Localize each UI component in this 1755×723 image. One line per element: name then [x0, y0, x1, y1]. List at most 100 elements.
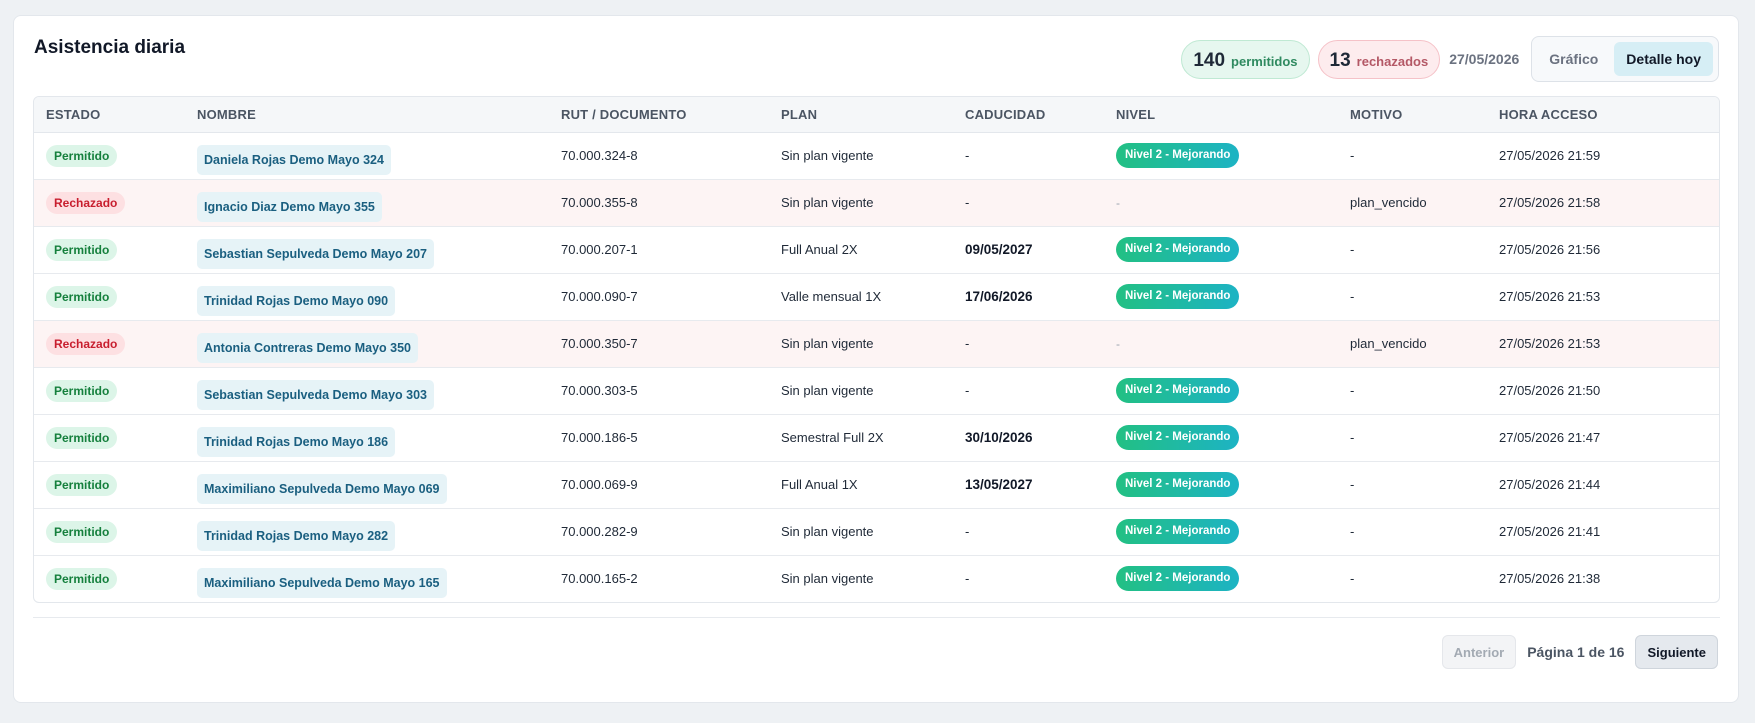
reason-cell: plan_vencido [1350, 336, 1427, 351]
rejected-count: 13 [1329, 49, 1351, 71]
expiry-cell: - [965, 524, 970, 539]
expiry-cell: 13/05/2027 [965, 477, 1033, 492]
rut-cell: 70.000.090-7 [561, 289, 638, 304]
previous-page-button[interactable]: Anterior [1441, 635, 1517, 669]
reason-cell: - [1350, 477, 1355, 492]
column-header: NIVEL [1104, 97, 1338, 133]
table-row[interactable]: Rechazado Antonia Contreras Demo Mayo 350… [34, 320, 1719, 367]
allowed-count-badge: 140 permitidos [1181, 39, 1310, 79]
member-name-link[interactable]: Trinidad Rojas Demo Mayo 186 [197, 426, 396, 457]
level-badge: Nivel 2 - Mejorando [1116, 566, 1240, 592]
rut-cell: 70.000.350-7 [561, 336, 638, 351]
status-badge: Permitido [46, 238, 118, 261]
level-cell: Nivel 2 - Mejorando [1104, 414, 1338, 461]
rut-cell: 70.000.303-5 [561, 383, 638, 398]
access-time-cell: 27/05/2026 21:56 [1499, 242, 1601, 257]
rut-cell: 70.000.282-9 [561, 524, 638, 539]
level-badge: Nivel 2 - Mejorando [1116, 519, 1240, 544]
summary-bar: 140 permitidos 13 rechazados 27/05/2026 … [1181, 36, 1719, 82]
plan-cell: Semestral Full 2X [781, 430, 884, 445]
table-row[interactable]: Permitido Sebastian Sepulveda Demo Mayo 2… [34, 226, 1719, 273]
expiry-cell: 17/06/2026 [965, 289, 1033, 304]
level-badge: Nivel 2 - Mejorando [1116, 237, 1240, 262]
page-info: Página 1 de 16 [1527, 644, 1625, 660]
table-row[interactable]: Permitido Maximiliano Sepulveda Demo Mayo… [34, 461, 1719, 508]
rejected-count-badge: 13 rechazados [1317, 39, 1441, 79]
access-time-cell: 27/05/2026 21:44 [1499, 477, 1601, 492]
view-toggle: Gráfico Detalle hoy [1531, 36, 1719, 82]
level-badge: Nivel 2 - Mejorando [1116, 284, 1240, 309]
level-cell: Nivel 2 - Mejorando [1104, 273, 1338, 320]
member-name-link[interactable]: Sebastian Sepulveda Demo Mayo 207 [197, 238, 435, 269]
level-badge: Nivel 2 - Mejorando [1116, 425, 1240, 450]
rut-cell: 70.000.165-2 [561, 571, 638, 587]
table-row[interactable]: Permitido Trinidad Rojas Demo Mayo 186 70.… [34, 414, 1719, 461]
access-time-cell: 27/05/2026 21:38 [1499, 571, 1601, 587]
table-row[interactable]: Permitido Sebastian Sepulveda Demo Mayo 3… [34, 367, 1719, 414]
access-time-cell: 27/05/2026 21:50 [1499, 383, 1601, 398]
reason-cell: - [1350, 148, 1355, 163]
rut-cell: 70.000.207-1 [561, 242, 638, 257]
expiry-cell: 30/10/2026 [965, 430, 1033, 445]
member-name-link[interactable]: Antonia Contreras Demo Mayo 350 [197, 332, 418, 363]
allowed-count: 140 [1193, 49, 1226, 71]
reason-cell: - [1350, 242, 1355, 257]
table-row[interactable]: Permitido Trinidad Rojas Demo Mayo 090 70.… [34, 273, 1719, 320]
rut-cell: 70.000.069-9 [561, 477, 638, 492]
reason-cell: - [1350, 430, 1355, 445]
plan-cell: Sin plan vigente [781, 524, 874, 539]
column-header: RUT / DOCUMENTO [549, 97, 769, 133]
member-name-link[interactable]: Sebastian Sepulveda Demo Mayo 303 [197, 379, 435, 410]
reason-cell: - [1350, 383, 1355, 398]
reason-cell: plan_vencido [1350, 195, 1427, 210]
allowed-label: permitidos [1231, 53, 1298, 69]
table-row[interactable]: Permitido Daniela Rojas Demo Mayo 324 70.0… [34, 132, 1719, 179]
level-cell: Nivel 2 - Mejorando [1104, 226, 1338, 273]
next-page-button[interactable]: Siguiente [1635, 635, 1718, 669]
level-cell: - [1104, 320, 1338, 367]
level-badge: Nivel 2 - Mejorando [1116, 143, 1240, 168]
access-time-cell: 27/05/2026 21:59 [1499, 148, 1601, 163]
reason-cell: - [1350, 571, 1355, 587]
access-time-cell: 27/05/2026 21:53 [1499, 289, 1601, 304]
status-badge: Rechazado [46, 332, 126, 355]
access-time-cell: 27/05/2026 21:53 [1499, 336, 1601, 351]
reason-cell: - [1350, 524, 1355, 539]
status-badge: Permitido [46, 379, 118, 402]
attendance-table: ESTADO NOMBRE RUT / DOCUMENTO PLAN CADUC… [33, 96, 1720, 603]
expiry-cell: - [965, 195, 970, 210]
table-row[interactable]: Permitido Maximiliano Sepulveda Demo Mayo… [34, 555, 1719, 602]
status-badge: Permitido [46, 144, 118, 167]
member-name-link[interactable]: Trinidad Rojas Demo Mayo 282 [197, 520, 396, 551]
tab-detalle-hoy[interactable]: Detalle hoy [1614, 42, 1713, 76]
level-badge: Nivel 2 - Mejorando [1116, 472, 1240, 497]
column-header: NOMBRE [185, 97, 549, 133]
reason-cell: - [1350, 289, 1355, 304]
access-time-cell: 27/05/2026 21:58 [1499, 195, 1601, 210]
tab-grafico[interactable]: Gráfico [1537, 42, 1610, 76]
plan-cell: Sin plan vigente [781, 571, 874, 587]
rut-cell: 70.000.186-5 [561, 430, 638, 445]
member-name-link[interactable]: Maximiliano Sepulveda Demo Mayo 069 [197, 473, 447, 504]
member-name-link[interactable]: Maximiliano Sepulveda Demo Mayo 165 [197, 567, 447, 598]
status-badge: Permitido [46, 473, 118, 496]
expiry-cell: - [965, 336, 970, 351]
member-name-link[interactable]: Daniela Rojas Demo Mayo 324 [197, 144, 391, 175]
column-header: HORA ACCESO [1487, 97, 1719, 133]
rut-cell: 70.000.324-8 [561, 148, 638, 163]
status-badge: Permitido [46, 520, 118, 543]
plan-cell: Sin plan vigente [781, 148, 874, 163]
plan-cell: Sin plan vigente [781, 195, 874, 210]
member-name-link[interactable]: Trinidad Rojas Demo Mayo 090 [197, 285, 396, 316]
divider [33, 617, 1720, 618]
plan-cell: Valle mensual 1X [781, 289, 882, 304]
table-row[interactable]: Rechazado Ignacio Diaz Demo Mayo 355 70.00… [34, 179, 1719, 226]
table-row[interactable]: Permitido Trinidad Rojas Demo Mayo 282 70.… [34, 508, 1719, 555]
column-header: ESTADO [34, 97, 185, 133]
level-cell: Nivel 2 - Mejorando [1104, 132, 1338, 179]
pagination: Anterior Página 1 de 16 Siguiente [1441, 634, 1718, 670]
status-badge: Permitido [46, 567, 118, 590]
column-header: PLAN [769, 97, 953, 133]
column-header: MOTIVO [1338, 97, 1487, 133]
member-name-link[interactable]: Ignacio Diaz Demo Mayo 355 [197, 191, 382, 222]
